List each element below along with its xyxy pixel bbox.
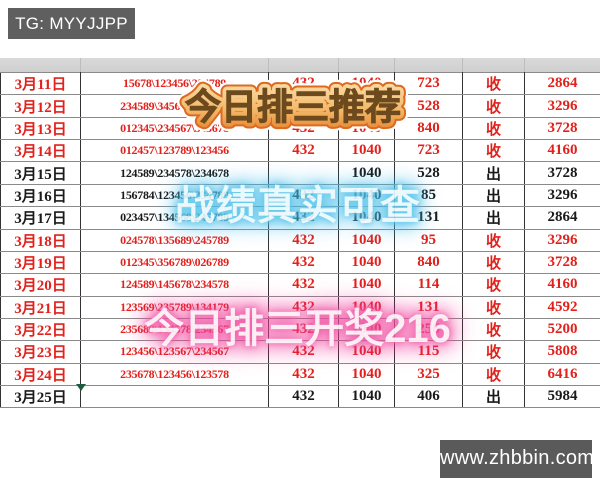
svg-text:今日排三推荐: 今日排三推荐: [185, 86, 401, 127]
